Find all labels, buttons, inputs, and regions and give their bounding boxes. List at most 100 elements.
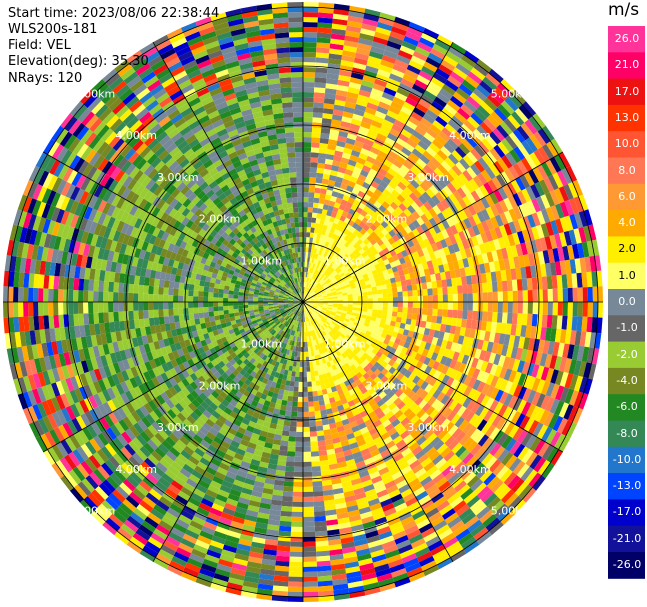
- gate-cell: [85, 475, 99, 490]
- gate-cell: [493, 189, 504, 203]
- gate-cell: [379, 322, 386, 329]
- gate-cell: [326, 524, 339, 531]
- gate-cell: [315, 349, 320, 356]
- gate-cell: [292, 325, 296, 331]
- gate-cell: [421, 334, 429, 343]
- gate-cell: [265, 344, 271, 351]
- gate-cell: [303, 526, 316, 532]
- gate-cell: [366, 60, 381, 69]
- gate-cell: [315, 270, 319, 276]
- gate-cell: [306, 304, 312, 309]
- gate-cell: [311, 279, 315, 285]
- gate-cell: [448, 545, 464, 558]
- gate-cell: [493, 260, 501, 272]
- gate-cell: [310, 371, 315, 377]
- gate-cell: [462, 139, 474, 152]
- gate-cell: [557, 288, 563, 302]
- gate-cell: [317, 277, 322, 283]
- gate-cell: [357, 405, 366, 414]
- gate-cell: [450, 224, 459, 235]
- gate-cell: [367, 129, 379, 138]
- gate-cell: [457, 310, 463, 319]
- gate-cell: [329, 381, 336, 388]
- gate-cell: [464, 345, 473, 357]
- gate-cell: [490, 216, 500, 229]
- gate-cell: [329, 43, 344, 51]
- gate-cell: [540, 194, 551, 209]
- gate-cell: [378, 493, 391, 503]
- gate-cell: [284, 308, 290, 312]
- gate-cell: [105, 517, 121, 532]
- gate-cell: [36, 402, 48, 418]
- gate-cell: [228, 525, 243, 534]
- gate-cell: [337, 279, 344, 284]
- gate-cell: [497, 486, 512, 500]
- gate-cell: [336, 512, 349, 520]
- gate-cell: [230, 423, 240, 432]
- gate-cell: [314, 72, 328, 79]
- gate-cell: [446, 317, 453, 326]
- gate-cell: [596, 270, 603, 287]
- gate-cell: [44, 431, 57, 447]
- gate-cell: [308, 326, 311, 332]
- gate-cell: [273, 434, 282, 441]
- gate-cell: [269, 509, 282, 516]
- gate-cell: [573, 196, 584, 213]
- gate-cell: [326, 413, 335, 420]
- gate-cell: [328, 458, 338, 465]
- gate-cell: [303, 152, 311, 158]
- gate-cell: [307, 298, 313, 301]
- gate-cell: [353, 361, 360, 369]
- gate-cell: [567, 405, 579, 422]
- gate-cell: [505, 152, 517, 166]
- gate-cell: [396, 344, 404, 352]
- gate-cell: [323, 284, 329, 289]
- gate-cell: [391, 266, 399, 273]
- gate-cell: [345, 264, 352, 270]
- gate-cell: [303, 491, 314, 497]
- gate-cell: [306, 305, 310, 310]
- gate-cell: [531, 377, 541, 392]
- gate-cell: [274, 361, 280, 368]
- gate-cell: [406, 529, 422, 540]
- gate-cell: [429, 469, 442, 480]
- gate-cell: [215, 526, 229, 536]
- gate-cell: [319, 312, 324, 317]
- gate-cell: [438, 264, 445, 273]
- gate-cell: [327, 295, 333, 299]
- gate-cell: [375, 521, 390, 531]
- gate-cell: [303, 476, 313, 482]
- gate-cell: [249, 351, 257, 358]
- gate-cell: [330, 342, 336, 349]
- gate-cell: [257, 583, 274, 591]
- gate-cell: [435, 323, 442, 332]
- gate-cell: [337, 295, 343, 299]
- gate-cell: [526, 389, 537, 404]
- gate-cell: [401, 285, 408, 292]
- gate-cell: [338, 237, 344, 244]
- gate-cell: [357, 422, 367, 430]
- gate-cell: [178, 514, 192, 525]
- gate-cell: [433, 425, 445, 437]
- gate-cell: [423, 61, 438, 73]
- gate-cell: [247, 504, 260, 513]
- gate-cell: [129, 425, 140, 438]
- gate-cell: [545, 382, 556, 397]
- gate-cell: [307, 299, 313, 302]
- gate-cell: [317, 12, 334, 19]
- gate-cell: [330, 312, 336, 317]
- gate-cell: [455, 62, 471, 76]
- gate-cell: [378, 261, 386, 268]
- gate-cell: [253, 449, 263, 457]
- gate-cell: [312, 298, 318, 301]
- gate-cell: [371, 348, 379, 355]
- gate-cell: [335, 400, 343, 407]
- gate-cell: [151, 484, 165, 497]
- gate-cell: [176, 412, 187, 423]
- gate-cell: [516, 463, 530, 479]
- gate-cell: [372, 480, 385, 489]
- gate-cell: [303, 222, 308, 228]
- gate-cell: [400, 228, 408, 237]
- gate-cell: [149, 410, 160, 422]
- gate-cell: [432, 205, 442, 215]
